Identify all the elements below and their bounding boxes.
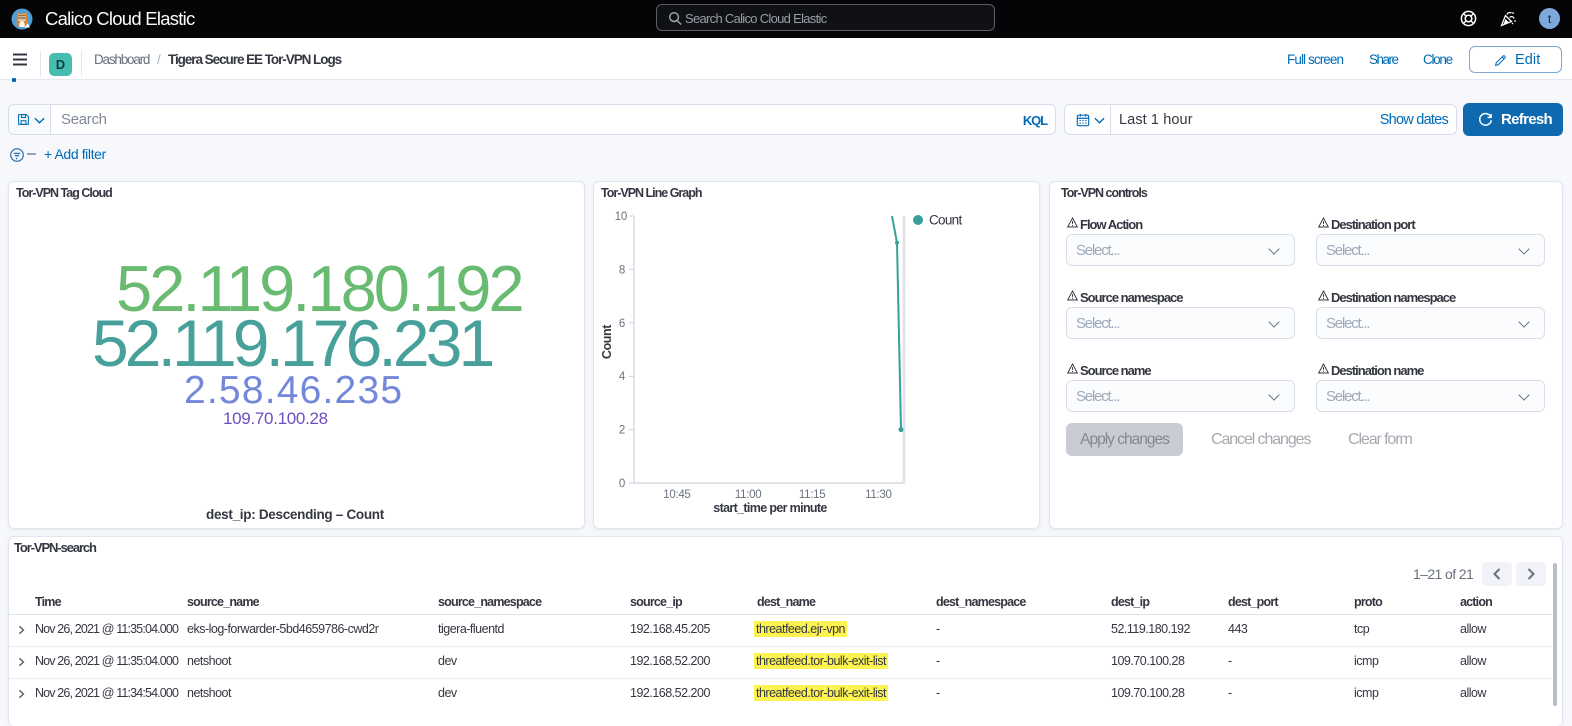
svg-text:Count: Count [929,213,962,228]
svg-text:11:15: 11:15 [799,489,825,501]
svg-text:Calico Cloud Elastic: Calico Cloud Elastic [45,8,195,29]
svg-text:2: 2 [619,425,625,437]
svg-text:Search Calico Cloud Elastic: Search Calico Cloud Elastic [685,11,828,26]
svg-text:0: 0 [619,478,625,490]
svg-text:start_time per minute: start_time per minute [713,501,827,515]
svg-text:10: 10 [615,211,627,223]
svg-text:11:00: 11:00 [735,489,761,501]
svg-text:10:45: 10:45 [663,489,690,501]
svg-text:4: 4 [619,371,626,383]
svg-text:6: 6 [619,318,625,330]
svg-text:t: t [1548,12,1552,26]
svg-text:8: 8 [619,264,625,276]
svg-text:11:30: 11:30 [865,489,891,501]
svg-text:Count: Count [600,324,614,359]
